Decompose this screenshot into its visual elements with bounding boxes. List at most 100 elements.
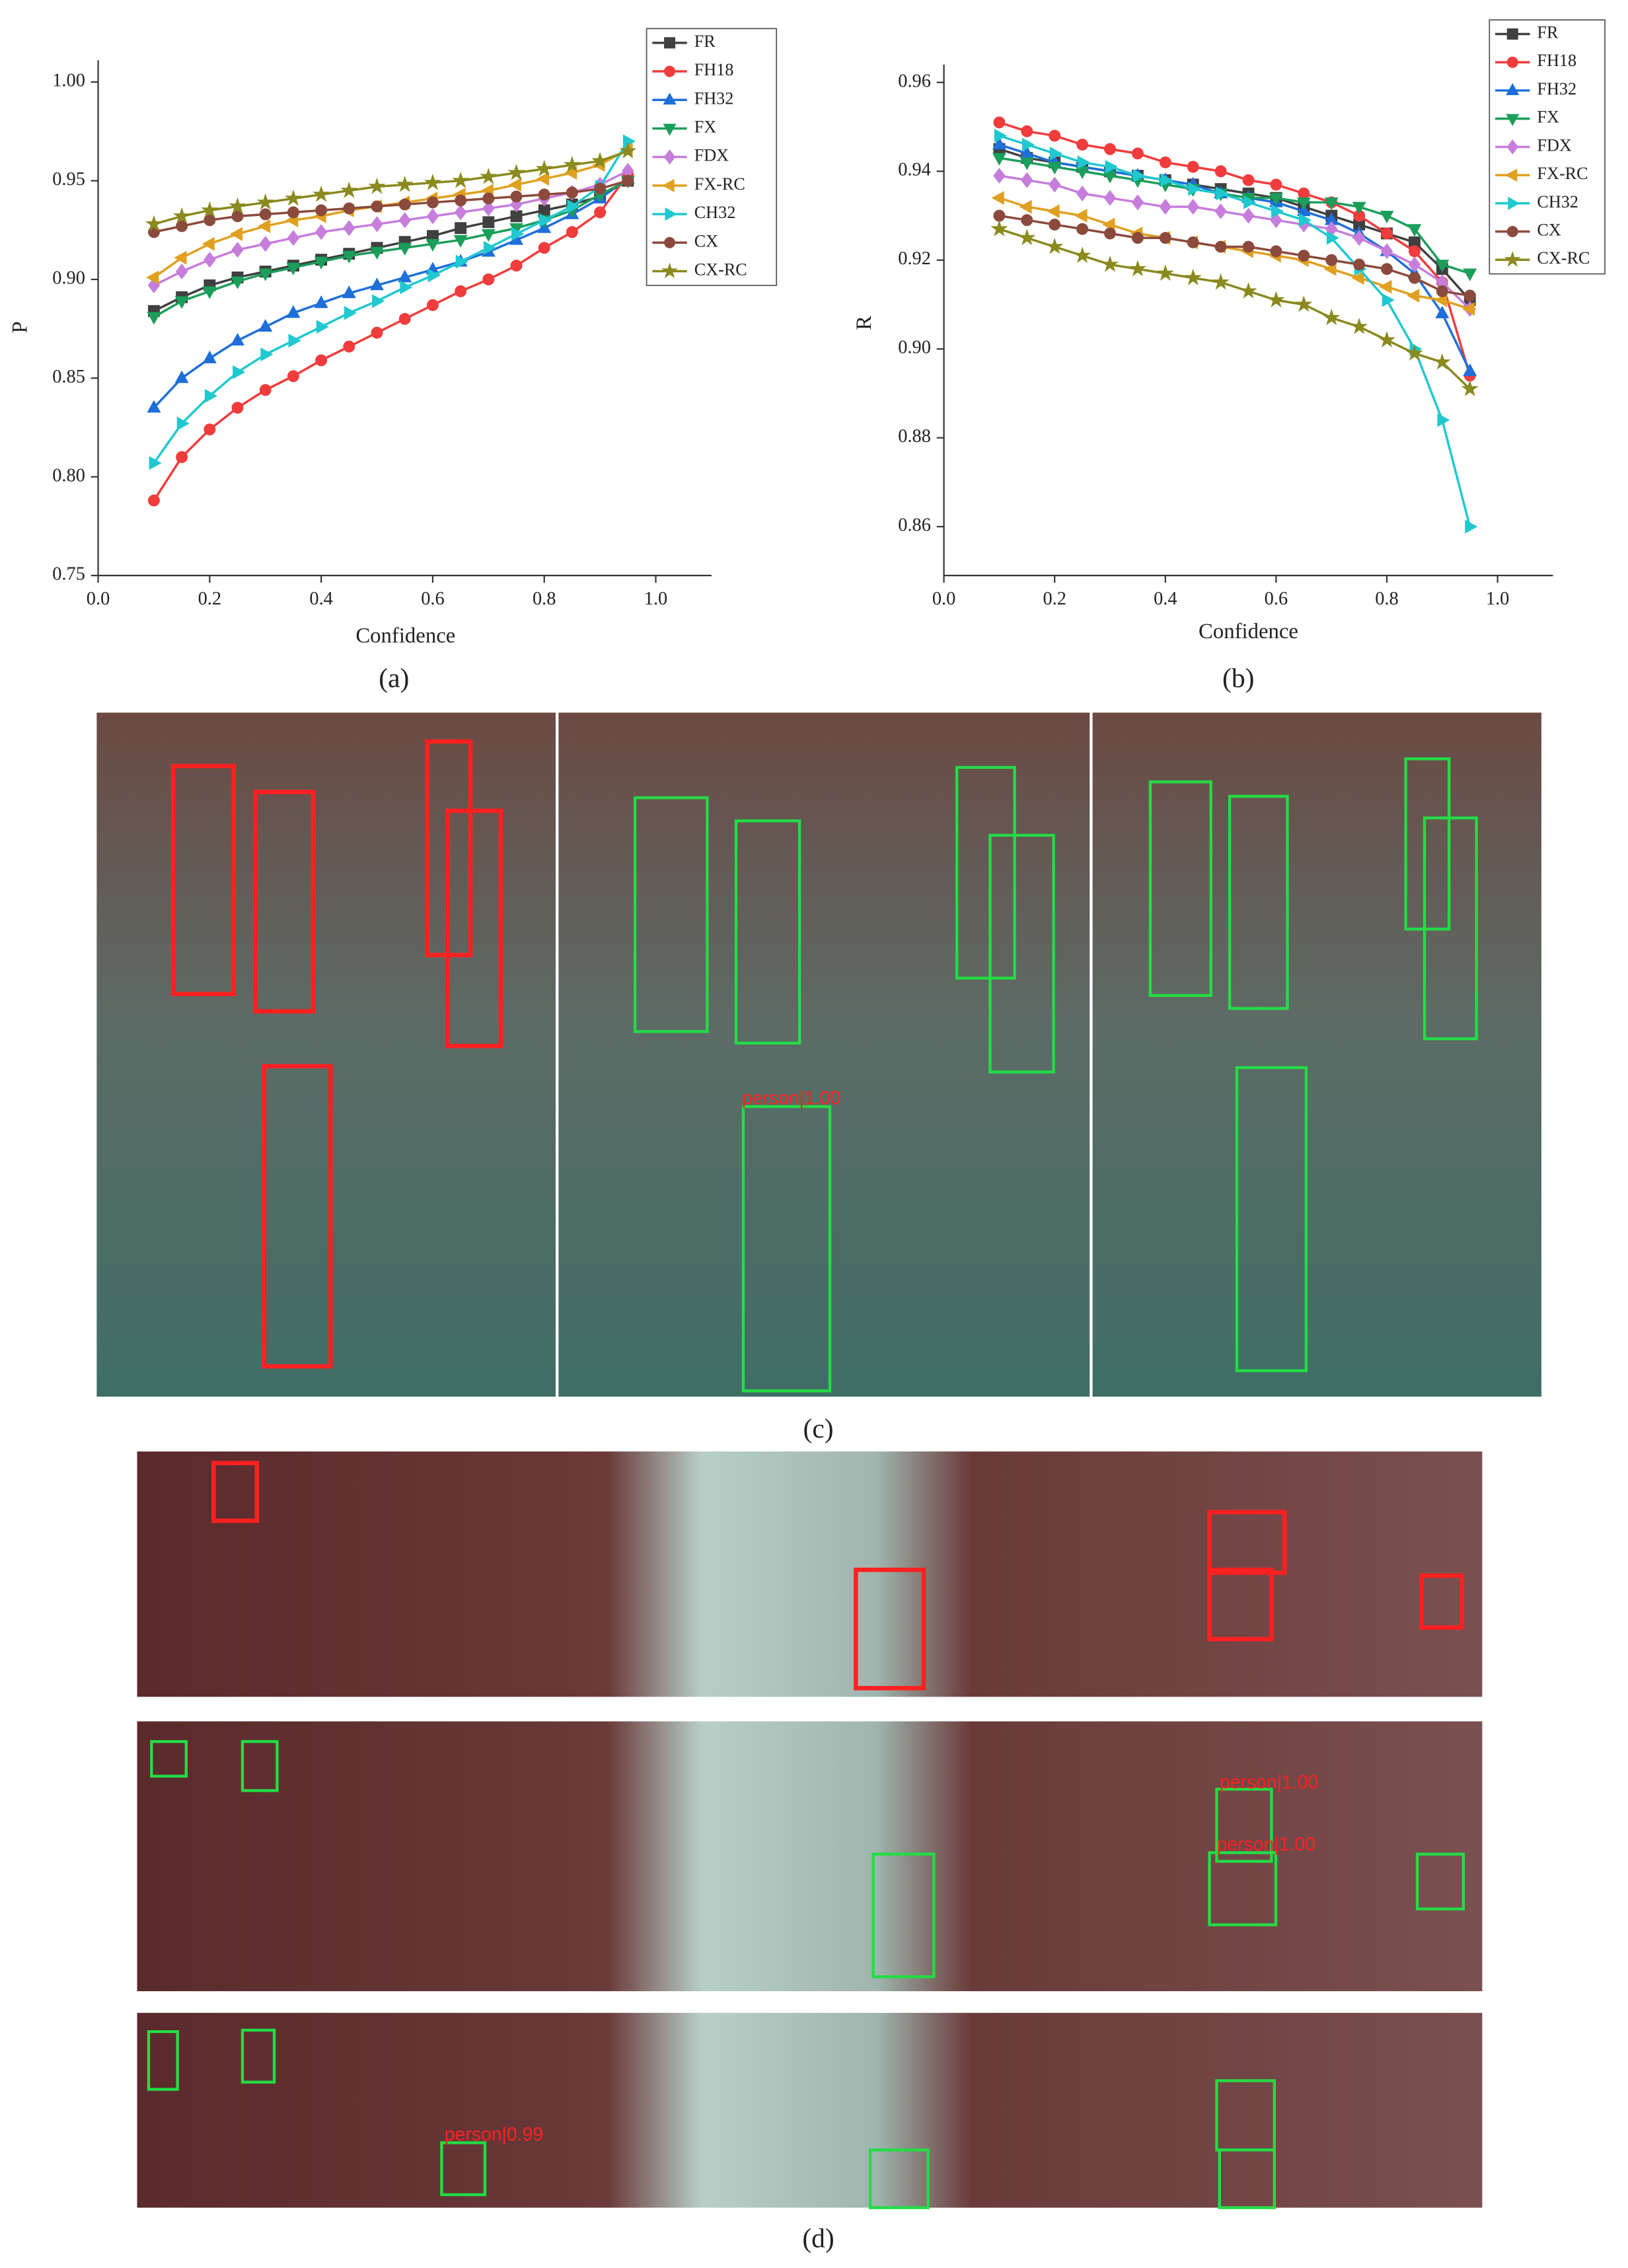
marker	[510, 190, 523, 203]
marker	[453, 235, 468, 248]
marker	[594, 182, 607, 195]
marker	[1049, 146, 1062, 161]
marker	[231, 276, 245, 289]
marker	[1325, 254, 1338, 266]
legend-marker	[1508, 196, 1520, 210]
marker	[1021, 137, 1035, 152]
x-tick-label: 0.6	[1265, 589, 1288, 609]
marker	[480, 167, 498, 184]
marker	[314, 295, 328, 309]
marker	[372, 294, 385, 309]
marker	[1323, 309, 1341, 326]
detection-label: person|1.00	[1216, 1834, 1315, 1855]
marker	[258, 318, 273, 332]
chart-caption: (a)	[379, 663, 409, 694]
marker	[1408, 256, 1421, 273]
y-tick-label: 0.85	[52, 367, 85, 387]
marker	[455, 194, 467, 207]
marker	[1132, 168, 1146, 183]
marker	[258, 268, 273, 281]
marker	[1019, 157, 1034, 170]
detections	[633, 757, 1478, 1393]
photo-panel	[1092, 712, 1541, 1397]
marker	[1076, 223, 1089, 235]
marker	[1298, 187, 1310, 200]
detections	[147, 1739, 1465, 2209]
legend-marker	[1505, 168, 1518, 182]
marker	[563, 155, 581, 172]
legend-label: FH32	[694, 89, 734, 108]
marker	[1435, 260, 1450, 273]
marker	[424, 173, 441, 190]
marker	[564, 166, 577, 180]
marker	[482, 200, 495, 217]
photo-panel	[137, 1721, 1483, 1992]
marker	[1105, 160, 1118, 174]
marker	[202, 237, 215, 251]
marker	[231, 242, 244, 258]
marker	[1049, 218, 1061, 231]
series-line	[998, 227, 1471, 390]
marker	[1295, 295, 1313, 312]
marker	[1270, 178, 1282, 191]
marker	[370, 277, 385, 291]
series-line	[999, 214, 1470, 297]
marker	[993, 209, 1006, 222]
marker	[482, 216, 495, 229]
legend-marker	[663, 92, 677, 105]
marker	[1075, 166, 1090, 179]
marker	[482, 274, 495, 285]
marker	[371, 200, 383, 213]
marker	[1131, 147, 1144, 160]
marker	[1103, 190, 1117, 206]
marker	[316, 320, 329, 334]
legend-marker	[664, 237, 676, 248]
legend-label: FH32	[1537, 79, 1576, 98]
marker	[173, 207, 191, 224]
marker	[1018, 229, 1036, 246]
marker	[1188, 182, 1201, 196]
marker	[259, 236, 272, 252]
marker	[1214, 165, 1227, 178]
marker	[287, 370, 299, 383]
marker	[174, 250, 187, 265]
marker	[202, 286, 217, 299]
marker	[370, 246, 385, 260]
legend-marker	[1506, 139, 1519, 155]
marker	[1298, 250, 1310, 262]
marker	[288, 334, 301, 348]
marker	[231, 332, 245, 346]
x-tick-label: 1.0	[1486, 589, 1509, 609]
legend-label: CX	[1537, 221, 1561, 240]
marker	[1187, 236, 1199, 248]
x-tick-label: 0.0	[932, 589, 955, 609]
marker	[1381, 263, 1393, 275]
series-line	[153, 170, 629, 287]
marker	[1160, 173, 1173, 188]
marker	[483, 240, 497, 255]
legend-label: FH18	[1537, 51, 1576, 70]
marker	[1350, 317, 1368, 334]
photo-caption: (d)	[802, 2222, 834, 2253]
photo-caption: (c)	[803, 1413, 834, 1444]
marker	[566, 186, 578, 199]
marker	[1131, 232, 1144, 244]
marker	[1462, 302, 1475, 316]
series-line	[998, 147, 1471, 301]
x-tick-label: 0.4	[309, 589, 332, 609]
marker	[286, 305, 301, 318]
marker	[315, 354, 328, 367]
marker	[426, 196, 439, 209]
marker	[176, 416, 190, 431]
marker	[1049, 129, 1061, 142]
y-tick-label: 0.86	[898, 515, 931, 536]
marker	[482, 192, 495, 205]
x-tick-label: 0.6	[421, 589, 444, 609]
legend-label: FR	[694, 32, 716, 51]
marker	[145, 215, 163, 232]
marker	[455, 222, 467, 235]
marker	[1461, 379, 1479, 396]
marker	[371, 216, 383, 233]
marker	[147, 400, 161, 413]
y-tick-label: 0.88	[898, 426, 931, 447]
